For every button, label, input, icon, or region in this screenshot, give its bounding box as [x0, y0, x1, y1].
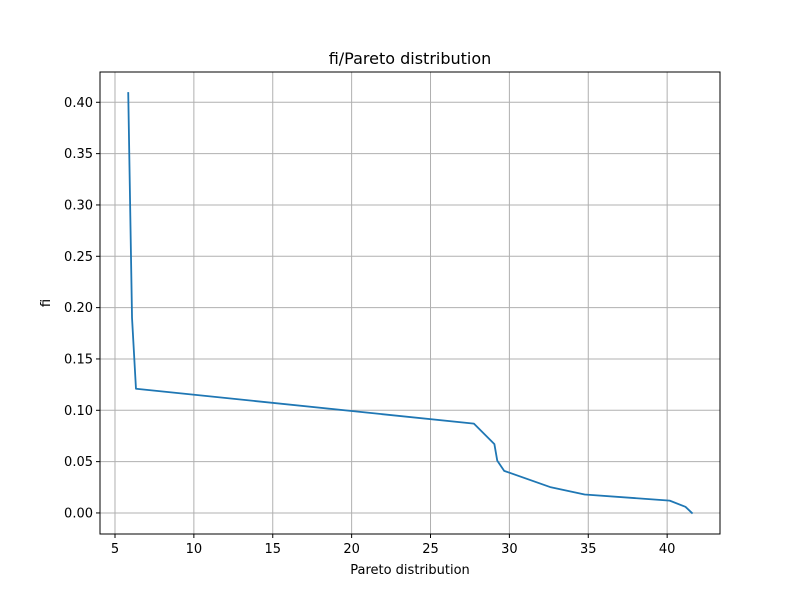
chart-title: fi/Pareto distribution [329, 49, 492, 68]
grid [100, 72, 720, 534]
x-axis-label: Pareto distribution [350, 563, 470, 578]
x-tick-label: 40 [659, 542, 676, 557]
x-tick-label: 20 [343, 542, 360, 557]
y-tick-label: 0.35 [64, 147, 93, 162]
plot-frame [99, 71, 721, 535]
x-tick-label: 15 [264, 542, 281, 557]
y-tick-label: 0.40 [64, 96, 93, 111]
y-tick-label: 0.00 [64, 506, 93, 521]
y-tick-label: 0.10 [64, 404, 93, 419]
x-tick-label: 10 [186, 542, 203, 557]
y-tick-label: 0.05 [64, 455, 93, 470]
ticks: 5 10 15 20 25 30 35 40 0.00 0.05 0.10 0.15 0.20 0.25 0… [64, 96, 675, 557]
y-axis-label: fi [39, 299, 54, 307]
y-tick-label: 0.25 [64, 250, 93, 265]
series-layer [127, 92, 694, 515]
x-tick-label: 5 [111, 542, 119, 557]
y-tick-label: 0.20 [64, 301, 93, 316]
y-tick-label: 0.30 [64, 198, 93, 213]
x-tick-label: 35 [580, 542, 597, 557]
series-line [127, 92, 694, 515]
y-tick-label: 0.15 [64, 352, 93, 367]
x-tick-label: 30 [501, 542, 518, 557]
x-tick-label: 25 [422, 542, 439, 557]
